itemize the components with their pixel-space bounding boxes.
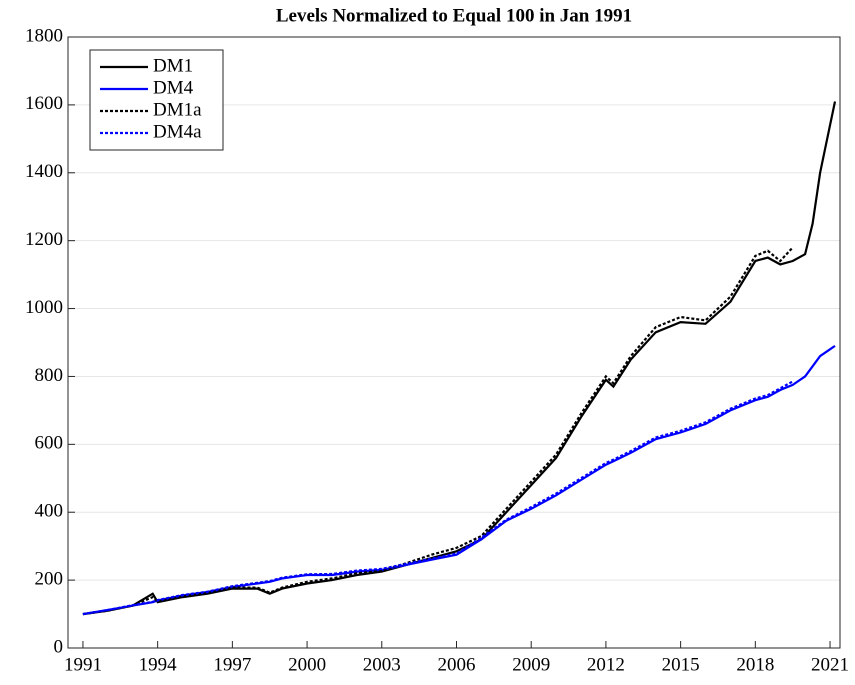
- x-tick-label: 2018: [736, 654, 774, 675]
- y-tick-label: 600: [35, 433, 64, 454]
- x-tick-label: 2003: [363, 654, 401, 675]
- series-line: [82, 344, 836, 616]
- x-tick-label: 1991: [64, 654, 102, 675]
- y-tick-label: 1000: [25, 297, 63, 318]
- series-line: [82, 101, 837, 616]
- x-tick-label: 2012: [587, 654, 625, 675]
- x-tick-label: 2000: [288, 654, 326, 675]
- y-tick-label: 1200: [25, 229, 63, 250]
- y-tick-label: 200: [35, 568, 64, 589]
- x-tick-label: 2015: [662, 654, 700, 675]
- series-line: [82, 246, 794, 616]
- legend-label: DM1a: [153, 99, 202, 120]
- y-tick-label: 800: [35, 365, 64, 386]
- y-tick-label: 1600: [25, 93, 63, 114]
- series-line: [82, 380, 794, 616]
- x-tick-label: 2021: [811, 654, 849, 675]
- legend-label: DM4: [153, 77, 194, 98]
- y-tick-label: 1400: [25, 161, 63, 182]
- legend-label: DM1: [153, 55, 193, 76]
- plot-frame: [67, 36, 841, 649]
- y-tick-label: 1800: [25, 25, 63, 46]
- x-tick-label: 1994: [139, 654, 178, 675]
- x-tick-label: 2006: [437, 654, 475, 675]
- legend-label: DM4a: [153, 121, 202, 142]
- x-tick-label: 2009: [512, 654, 550, 675]
- chart-title: Levels Normalized to Equal 100 in Jan 19…: [276, 5, 632, 26]
- y-tick-label: 400: [35, 501, 64, 522]
- y-tick-label: 0: [54, 636, 64, 657]
- x-tick-label: 1997: [213, 654, 251, 675]
